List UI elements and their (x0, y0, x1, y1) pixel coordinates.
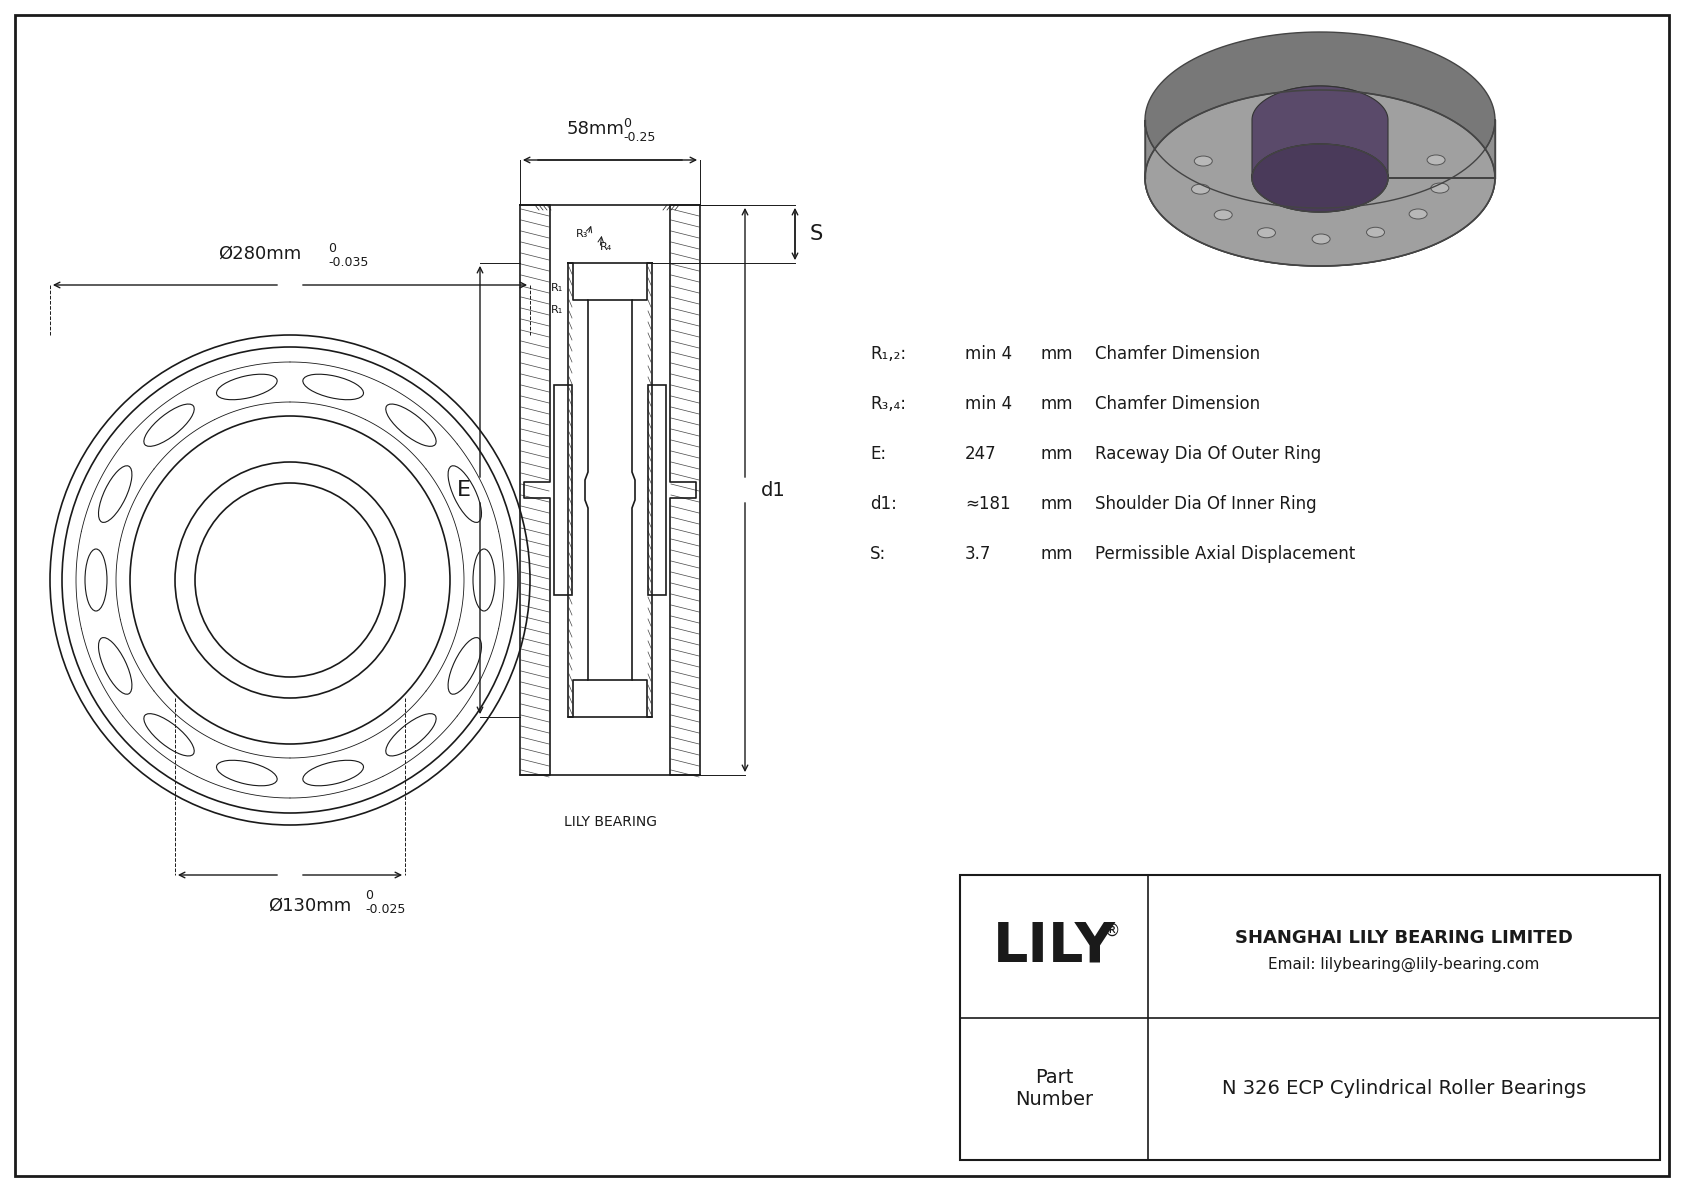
Text: 3.7: 3.7 (965, 545, 992, 563)
Text: LILY BEARING: LILY BEARING (564, 815, 657, 829)
Ellipse shape (1312, 233, 1330, 244)
Text: 247: 247 (965, 445, 997, 463)
Text: Raceway Dia Of Outer Ring: Raceway Dia Of Outer Ring (1095, 445, 1322, 463)
Text: Ø280mm: Ø280mm (219, 245, 301, 263)
Ellipse shape (1214, 210, 1233, 220)
Text: 0: 0 (328, 242, 337, 255)
Text: Chamfer Dimension: Chamfer Dimension (1095, 395, 1260, 413)
Polygon shape (1145, 120, 1495, 266)
Text: ®: ® (1103, 922, 1120, 940)
Text: R₁: R₁ (551, 305, 562, 314)
Text: SHANGHAI LILY BEARING LIMITED: SHANGHAI LILY BEARING LIMITED (1234, 929, 1573, 947)
Text: E: E (456, 480, 472, 500)
Text: R₃,₄:: R₃,₄: (871, 395, 906, 413)
Polygon shape (1251, 86, 1388, 177)
Text: mm: mm (1041, 345, 1073, 363)
Ellipse shape (1258, 227, 1275, 238)
Text: LILY: LILY (992, 919, 1115, 973)
Text: S:: S: (871, 545, 886, 563)
Text: mm: mm (1041, 495, 1073, 513)
Text: Chamfer Dimension: Chamfer Dimension (1095, 345, 1260, 363)
Text: -0.035: -0.035 (328, 256, 369, 269)
Text: ≈181: ≈181 (965, 495, 1010, 513)
Text: E:: E: (871, 445, 886, 463)
Text: R₃: R₃ (576, 229, 588, 239)
Bar (554, 385, 573, 596)
Text: -0.25: -0.25 (623, 131, 655, 144)
Text: d1: d1 (761, 480, 786, 499)
Bar (960, 875, 1660, 1160)
Text: -0.025: -0.025 (365, 903, 406, 916)
Polygon shape (1251, 144, 1388, 212)
Text: mm: mm (1041, 445, 1073, 463)
Text: Ø130mm: Ø130mm (268, 897, 352, 915)
Text: 0: 0 (623, 117, 632, 130)
Text: mm: mm (1041, 545, 1073, 563)
Polygon shape (1251, 86, 1388, 154)
Text: Email: lilybearing@lily-bearing.com: Email: lilybearing@lily-bearing.com (1268, 956, 1539, 972)
Text: d1:: d1: (871, 495, 898, 513)
Text: min 4: min 4 (965, 395, 1012, 413)
Text: R₁: R₁ (551, 283, 562, 293)
Ellipse shape (1194, 156, 1212, 166)
Bar (648, 385, 665, 596)
Polygon shape (1145, 91, 1495, 266)
Ellipse shape (1431, 183, 1448, 193)
Text: 0: 0 (365, 888, 372, 902)
Ellipse shape (1426, 155, 1445, 166)
Text: mm: mm (1041, 395, 1073, 413)
Text: N 326 ECP Cylindrical Roller Bearings: N 326 ECP Cylindrical Roller Bearings (1223, 1079, 1586, 1098)
Text: min 4: min 4 (965, 345, 1012, 363)
Text: S: S (810, 224, 823, 244)
Ellipse shape (1410, 208, 1426, 219)
Text: Shoulder Dia Of Inner Ring: Shoulder Dia Of Inner Ring (1095, 495, 1317, 513)
Text: Part
Number: Part Number (1015, 1068, 1093, 1109)
Text: Permissible Axial Displacement: Permissible Axial Displacement (1095, 545, 1356, 563)
Ellipse shape (1366, 227, 1384, 237)
Text: R₁,₂:: R₁,₂: (871, 345, 906, 363)
Text: R₄: R₄ (600, 242, 613, 252)
Polygon shape (1145, 32, 1495, 208)
Text: 58mm: 58mm (566, 120, 625, 138)
Ellipse shape (1192, 185, 1209, 194)
